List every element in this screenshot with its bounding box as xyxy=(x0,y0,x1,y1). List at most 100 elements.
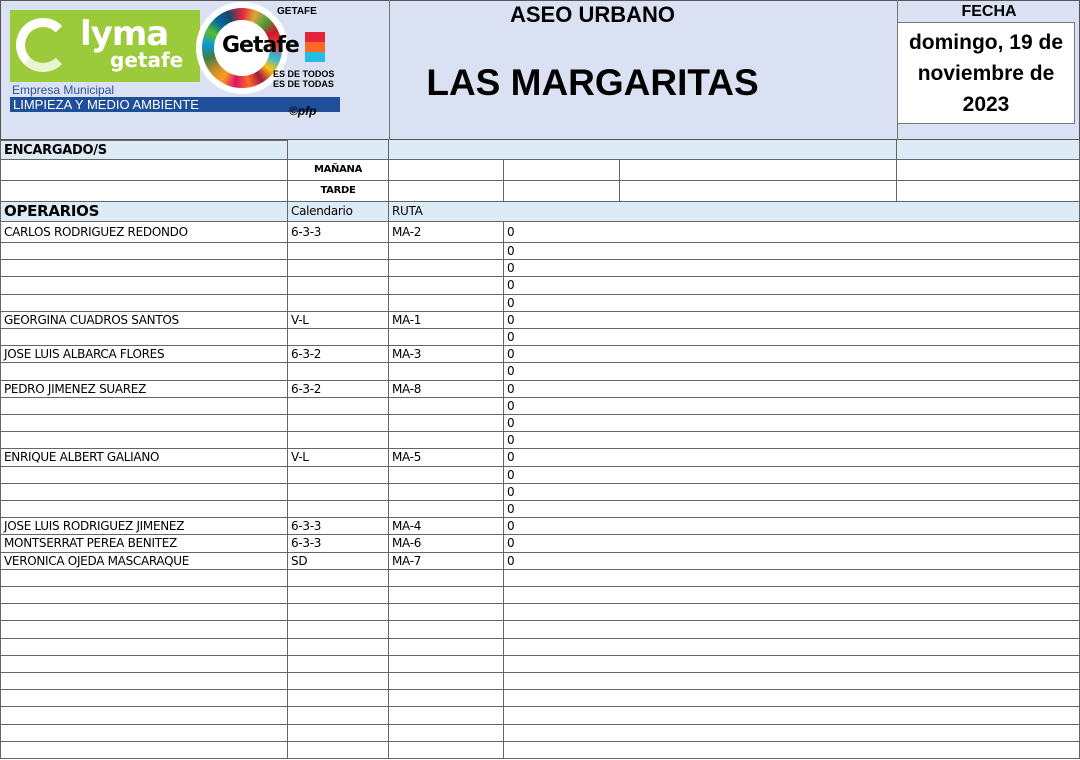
operario-calendario[interactable] xyxy=(288,587,389,605)
operario-ruta[interactable]: MA-8 xyxy=(389,380,504,398)
operario-value[interactable] xyxy=(504,741,1080,759)
operario-ruta[interactable] xyxy=(389,466,504,484)
operario-value[interactable]: 0 xyxy=(504,483,1080,501)
operario-ruta[interactable] xyxy=(389,294,504,312)
operario-name[interactable] xyxy=(0,741,288,759)
operario-name[interactable] xyxy=(0,432,288,450)
shift-cell[interactable] xyxy=(620,160,897,181)
operario-name[interactable]: JOSE LUIS RODRIGUEZ JIMENEZ xyxy=(0,518,288,536)
operario-value[interactable] xyxy=(504,604,1080,622)
operario-name[interactable] xyxy=(0,501,288,519)
operario-ruta[interactable]: MA-1 xyxy=(389,311,504,329)
operario-value[interactable]: 0 xyxy=(504,397,1080,415)
operario-calendario[interactable] xyxy=(288,397,389,415)
operario-calendario[interactable] xyxy=(288,724,389,742)
operario-ruta[interactable] xyxy=(389,741,504,759)
operario-name[interactable] xyxy=(0,604,288,622)
operario-calendario[interactable] xyxy=(288,294,389,312)
operario-ruta[interactable] xyxy=(389,483,504,501)
operario-value[interactable] xyxy=(504,724,1080,742)
operario-ruta[interactable] xyxy=(389,397,504,415)
operario-value[interactable]: 0 xyxy=(504,329,1080,347)
operario-calendario[interactable]: 6-3-2 xyxy=(288,346,389,364)
operario-calendario[interactable] xyxy=(288,501,389,519)
operario-ruta[interactable] xyxy=(389,363,504,381)
operario-value[interactable] xyxy=(504,673,1080,691)
operario-value[interactable] xyxy=(504,621,1080,639)
date-value[interactable]: domingo, 19 de noviembre de 2023 xyxy=(897,22,1075,124)
operario-name[interactable]: PEDRO JIMENEZ SUAREZ xyxy=(0,380,288,398)
operario-calendario[interactable] xyxy=(288,638,389,656)
encargado-cell[interactable] xyxy=(288,140,389,160)
operario-value[interactable]: 0 xyxy=(504,518,1080,536)
operario-name[interactable] xyxy=(0,294,288,312)
operario-name[interactable] xyxy=(0,243,288,261)
operario-name[interactable] xyxy=(0,724,288,742)
operario-calendario[interactable] xyxy=(288,277,389,295)
operario-value[interactable]: 0 xyxy=(504,535,1080,553)
operario-ruta[interactable] xyxy=(389,329,504,347)
shift-cell[interactable] xyxy=(897,181,1080,202)
operario-name[interactable] xyxy=(0,655,288,673)
operario-name[interactable] xyxy=(0,363,288,381)
operario-name[interactable] xyxy=(0,415,288,433)
operario-ruta[interactable]: MA-2 xyxy=(389,222,504,243)
operario-ruta[interactable] xyxy=(389,432,504,450)
operario-calendario[interactable] xyxy=(288,741,389,759)
operario-calendario[interactable] xyxy=(288,415,389,433)
operario-value[interactable]: 0 xyxy=(504,552,1080,570)
operario-value[interactable] xyxy=(504,690,1080,708)
operario-name[interactable]: MONTSERRAT PEREA BENITEZ xyxy=(0,535,288,553)
shift-cell[interactable] xyxy=(389,160,504,181)
operario-name[interactable] xyxy=(0,483,288,501)
operario-calendario[interactable] xyxy=(288,260,389,278)
operario-calendario[interactable] xyxy=(288,363,389,381)
operario-calendario[interactable]: 6-3-3 xyxy=(288,222,389,243)
operario-name[interactable] xyxy=(0,707,288,725)
operario-ruta[interactable] xyxy=(389,415,504,433)
operario-ruta[interactable]: MA-5 xyxy=(389,449,504,467)
encargado-cell[interactable] xyxy=(389,140,897,160)
operario-calendario[interactable] xyxy=(288,432,389,450)
operario-name[interactable]: GEORGINA CUADROS SANTOS xyxy=(0,311,288,329)
operario-ruta[interactable] xyxy=(389,621,504,639)
operario-value[interactable] xyxy=(504,587,1080,605)
operario-value[interactable]: 0 xyxy=(504,243,1080,261)
encargado-name-cell[interactable] xyxy=(0,181,288,202)
operario-value[interactable]: 0 xyxy=(504,449,1080,467)
operario-name[interactable] xyxy=(0,673,288,691)
operario-calendario[interactable] xyxy=(288,483,389,501)
operario-value[interactable]: 0 xyxy=(504,294,1080,312)
operario-ruta[interactable] xyxy=(389,655,504,673)
operario-name[interactable] xyxy=(0,587,288,605)
operario-value[interactable]: 0 xyxy=(504,501,1080,519)
operario-ruta[interactable] xyxy=(389,690,504,708)
operario-calendario[interactable]: 6-3-2 xyxy=(288,380,389,398)
operario-ruta[interactable] xyxy=(389,638,504,656)
operario-value[interactable]: 0 xyxy=(504,260,1080,278)
operario-ruta[interactable] xyxy=(389,724,504,742)
operario-calendario[interactable] xyxy=(288,707,389,725)
operario-name[interactable] xyxy=(0,329,288,347)
operario-value[interactable]: 0 xyxy=(504,380,1080,398)
operario-name[interactable]: VERONICA OJEDA MASCARAQUE xyxy=(0,552,288,570)
operario-ruta[interactable]: MA-4 xyxy=(389,518,504,536)
operario-name[interactable] xyxy=(0,569,288,587)
operario-name[interactable] xyxy=(0,466,288,484)
operario-calendario[interactable] xyxy=(288,466,389,484)
operario-name[interactable]: JOSE LUIS ALBARCA FLORES xyxy=(0,346,288,364)
operario-value[interactable]: 0 xyxy=(504,222,1080,243)
operario-name[interactable] xyxy=(0,260,288,278)
operario-value[interactable] xyxy=(504,569,1080,587)
operario-value[interactable]: 0 xyxy=(504,277,1080,295)
operario-value[interactable] xyxy=(504,655,1080,673)
operario-ruta[interactable] xyxy=(389,604,504,622)
operario-ruta[interactable] xyxy=(389,569,504,587)
operario-value[interactable] xyxy=(504,638,1080,656)
shift-cell[interactable] xyxy=(504,181,620,202)
operario-ruta[interactable] xyxy=(389,673,504,691)
operario-value[interactable]: 0 xyxy=(504,363,1080,381)
operario-ruta[interactable]: MA-6 xyxy=(389,535,504,553)
operario-ruta[interactable]: MA-3 xyxy=(389,346,504,364)
operario-calendario[interactable] xyxy=(288,655,389,673)
